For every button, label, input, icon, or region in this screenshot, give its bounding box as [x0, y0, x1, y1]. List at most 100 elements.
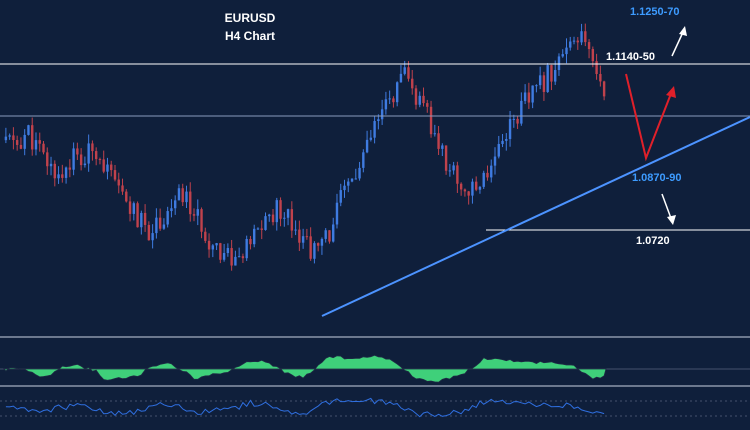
- up-arrowhead: [679, 26, 687, 36]
- candle-body: [554, 70, 557, 82]
- candle-body: [395, 82, 399, 103]
- candle-body: [399, 73, 403, 83]
- candle-body: [87, 143, 90, 164]
- candle-body: [320, 238, 324, 246]
- candle-body: [91, 143, 94, 152]
- candle-body: [422, 95, 425, 104]
- candle-body: [313, 243, 316, 259]
- candle-body: [324, 230, 327, 239]
- ascending-trendline: [321, 116, 750, 317]
- candle-body: [482, 172, 485, 187]
- candle-body: [136, 203, 139, 228]
- candle-body: [4, 136, 8, 141]
- candle-body: [219, 243, 222, 260]
- candle-body: [301, 236, 305, 243]
- candle-body: [403, 67, 406, 74]
- candle-body: [546, 65, 549, 92]
- candle-body: [290, 209, 294, 231]
- candle-body: [426, 103, 429, 107]
- candle-body: [286, 209, 290, 218]
- level-label-1-1250-70: 1.1250-70: [630, 6, 680, 18]
- candle-body: [215, 243, 218, 246]
- candle-body: [411, 78, 414, 89]
- chart-symbol-title: EURUSD: [225, 11, 276, 25]
- forecast-red-arrowhead: [666, 86, 676, 98]
- candle-body: [140, 212, 143, 228]
- candle-body: [456, 165, 459, 184]
- candle-body: [527, 92, 531, 103]
- candle-body: [448, 170, 452, 172]
- candle-body: [347, 181, 350, 186]
- candle-body: [241, 256, 245, 259]
- candle-body: [151, 233, 154, 241]
- candle-body: [253, 228, 256, 245]
- candle-body: [557, 56, 561, 71]
- candle-body: [501, 140, 504, 144]
- candle-body: [46, 152, 49, 167]
- candle-body: [256, 228, 260, 230]
- candle-body: [569, 41, 572, 48]
- candle-body: [230, 248, 233, 266]
- candle-body: [328, 230, 331, 242]
- rsi-line: [5, 397, 605, 418]
- candle-body: [283, 217, 286, 219]
- candle-body: [268, 214, 271, 217]
- level-label-1-0870-90: 1.0870-90: [632, 172, 682, 184]
- candle-body: [497, 143, 500, 157]
- candle-body: [68, 167, 72, 170]
- candle-body: [177, 188, 181, 201]
- candle-body: [128, 201, 132, 214]
- candle-body: [166, 211, 169, 225]
- candle-body: [117, 179, 120, 186]
- candle-body: [584, 31, 587, 43]
- candle-body: [392, 98, 395, 103]
- candle-body: [79, 154, 83, 166]
- candle-body: [429, 106, 433, 135]
- candle-body: [467, 191, 470, 196]
- candle-body: [207, 240, 211, 250]
- candle-body: [192, 214, 196, 216]
- candle-body: [61, 174, 64, 178]
- candle-body: [437, 133, 440, 149]
- candle-body: [226, 248, 230, 254]
- candle-body: [602, 81, 606, 97]
- candle-body: [493, 156, 497, 166]
- candle-body: [173, 200, 177, 209]
- candle-body: [452, 165, 455, 171]
- candle-body: [260, 228, 263, 230]
- candle-body: [42, 143, 45, 153]
- level-label-1-1140-50: 1.1140-50: [606, 51, 655, 63]
- candle-body: [31, 125, 34, 150]
- candle-body: [158, 217, 162, 229]
- candle-body: [34, 140, 38, 150]
- candle-body: [587, 42, 591, 50]
- level-label-1-0720: 1.0720: [636, 235, 670, 247]
- candle-body: [19, 144, 23, 149]
- candle-body: [125, 191, 128, 202]
- candle-body: [508, 119, 512, 139]
- candle-body: [591, 49, 595, 62]
- chart-timeframe-subtitle: H4 Chart: [225, 29, 275, 43]
- candle-body: [418, 95, 421, 105]
- candle-body: [365, 139, 369, 153]
- candle-body: [12, 135, 15, 141]
- candle-body: [599, 74, 602, 82]
- candle-body: [234, 256, 237, 266]
- down-arrowhead: [667, 215, 676, 225]
- candle-body: [316, 243, 320, 246]
- candle-body: [155, 217, 158, 234]
- candle-body: [459, 183, 463, 190]
- candle-body: [298, 229, 301, 243]
- candle-body: [170, 208, 173, 212]
- candle-body: [505, 138, 508, 141]
- candle-body: [561, 54, 564, 57]
- candle-body: [102, 159, 105, 172]
- candle-body: [249, 238, 252, 245]
- candle-body: [94, 151, 98, 160]
- candle-body: [335, 202, 339, 225]
- candle-body: [339, 190, 342, 203]
- candle-body: [106, 164, 109, 172]
- candle-body: [185, 191, 188, 203]
- candle-body: [369, 137, 373, 140]
